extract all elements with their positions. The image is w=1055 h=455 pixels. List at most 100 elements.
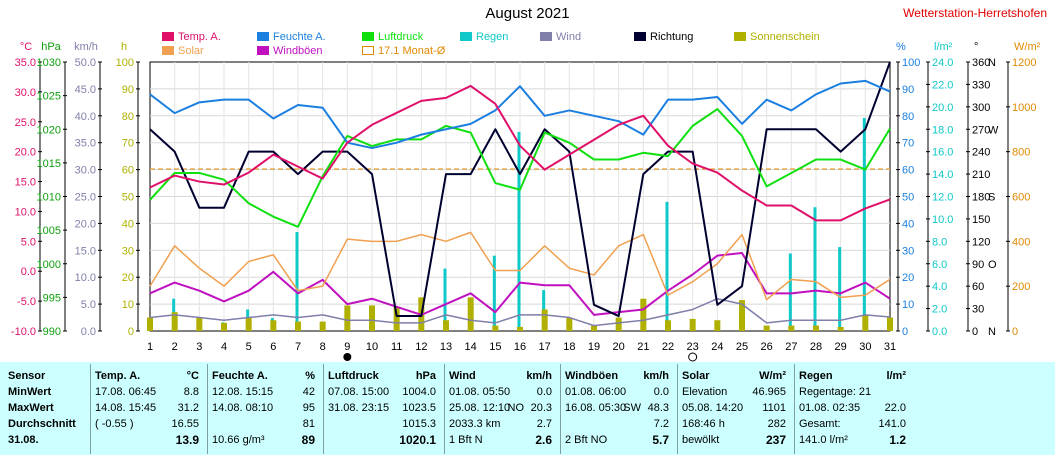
legend-item: Feuchte A. bbox=[257, 31, 326, 44]
y-tick-label-right: 90 bbox=[902, 84, 914, 96]
stats-cell-label: 168:46 h bbox=[682, 418, 725, 430]
stats-cell-value: 1023.5 bbox=[402, 402, 436, 414]
stats-cell-label: 14.08. 08:10 bbox=[212, 402, 274, 414]
legend-item: Luftdruck bbox=[362, 31, 423, 44]
bar-sonnenschein bbox=[344, 305, 351, 331]
legend: Temp. A. Feuchte A. Luftdruck Regen Wind Rich… bbox=[162, 31, 892, 61]
y-tick-label-left: 1010 bbox=[37, 192, 61, 204]
y-tick-label-right: 800 bbox=[1012, 147, 1030, 159]
y-tick-label-left: 20.0 bbox=[15, 147, 36, 159]
y-tick-label-left: 20.0 bbox=[75, 218, 96, 230]
legend-swatch bbox=[162, 46, 174, 55]
y-tick-label-left: 50 bbox=[122, 192, 134, 204]
bar-regen bbox=[295, 232, 299, 331]
x-tick-label: 31 bbox=[884, 341, 896, 353]
stats-avg-label: Durchschnitt bbox=[8, 418, 76, 430]
stats-cell-value: 1101 bbox=[762, 402, 786, 414]
bar-sonnenschein bbox=[788, 325, 795, 331]
x-tick-label: 3 bbox=[196, 341, 202, 353]
bar-sonnenschein bbox=[640, 298, 647, 331]
axis-unit-label: ° bbox=[974, 41, 978, 53]
y-tick-label-left: 25.0 bbox=[15, 117, 36, 129]
y-tick-label-right: 0 bbox=[902, 326, 908, 338]
y-tick-label-right: 18.0 bbox=[932, 124, 953, 136]
bar-regen bbox=[788, 253, 792, 331]
x-tick-label: 23 bbox=[687, 341, 699, 353]
y-tick-label-right: 360 bbox=[972, 57, 990, 69]
y-tick-label-right: 22.0 bbox=[932, 79, 953, 91]
bar-sonnenschein bbox=[443, 320, 449, 331]
stats-panel-title: Luftdruck bbox=[328, 370, 379, 382]
legend-label: Temp. A. bbox=[178, 31, 221, 43]
stats-cell-label: Regentage: 21 bbox=[799, 386, 872, 398]
stats-cell-value: 2.7 bbox=[536, 418, 552, 430]
x-tick-label: 1 bbox=[147, 341, 153, 353]
stats-panel-unit: W/m² bbox=[759, 370, 786, 382]
stats-cell-value: 20.3 bbox=[530, 402, 552, 414]
y-tick-label-left: 995 bbox=[43, 292, 61, 304]
stats-panel-unit: km/h bbox=[526, 370, 552, 382]
y-tick-label-left: 5.0 bbox=[21, 236, 36, 248]
axis-unit-label: °C bbox=[20, 41, 32, 53]
stats-panel: Regen l/m² Regentage: 21 01.08. 02:35 22.0 Ge… bbox=[794, 364, 914, 454]
series-line-luftdruck bbox=[149, 108, 891, 228]
bar-sonnenschein bbox=[837, 326, 844, 331]
y-tick-label-right: 6.0 bbox=[932, 259, 947, 271]
y-tick-label-right: 400 bbox=[1012, 236, 1030, 248]
legend-swatch bbox=[734, 32, 746, 41]
y-tick-label-right: 120 bbox=[972, 236, 990, 248]
y-tick-label-right: 40 bbox=[902, 218, 914, 230]
bar-regen bbox=[813, 207, 817, 331]
stats-cell-value: 0.0 bbox=[536, 386, 552, 398]
stats-cell-value: 1015.3 bbox=[402, 418, 436, 430]
stats-cell-value: 81 bbox=[302, 418, 315, 430]
bar-sonnenschein bbox=[615, 317, 622, 331]
axis-unit-label: W/m² bbox=[1014, 41, 1041, 53]
x-tick-label: 10 bbox=[366, 341, 378, 353]
y-tick-label-right: 0 bbox=[972, 326, 978, 338]
bar-sonnenschein bbox=[270, 320, 277, 331]
y-tick-label-right: 10 bbox=[902, 299, 914, 311]
x-tick-label: 9 bbox=[344, 341, 350, 353]
stats-panel-unit: l/m² bbox=[886, 370, 906, 382]
stats-cell-direction: SW bbox=[623, 402, 641, 414]
y-tick-label-right: 90 bbox=[972, 259, 984, 271]
x-tick-label: 20 bbox=[613, 341, 625, 353]
y-tick-label-right: 270 bbox=[972, 124, 990, 136]
x-tick-label: 15 bbox=[489, 341, 501, 353]
y-tick-label-right: 4.0 bbox=[932, 281, 947, 293]
stats-cell-label: 14.08. 15:45 bbox=[95, 402, 157, 414]
y-tick-label-right: 2.0 bbox=[932, 304, 947, 316]
stats-cell-label: Gesamt: bbox=[799, 418, 841, 430]
stats-cell-label: 2 Bft NO bbox=[565, 434, 608, 446]
stats-cell-label: 12.08. 15:15 bbox=[212, 386, 274, 398]
legend-item: Sonnenschein bbox=[734, 31, 820, 44]
y-tick-label-left: -10.0 bbox=[11, 326, 36, 338]
direction-label: N bbox=[988, 57, 996, 69]
bar-sonnenschein bbox=[541, 309, 548, 331]
y-tick-label-right: 8.0 bbox=[932, 236, 947, 248]
stats-cell-value: 282 bbox=[767, 418, 786, 430]
stats-cell-label: 07.08. 15:00 bbox=[328, 386, 390, 398]
stats-cell-value: 13.9 bbox=[175, 433, 199, 447]
stats-cell-value: 1020.1 bbox=[399, 433, 436, 447]
y-tick-label-left: 30.0 bbox=[75, 165, 96, 177]
x-tick-label: 6 bbox=[270, 341, 276, 353]
y-tick-label-left: 15.0 bbox=[75, 245, 96, 257]
stats-panel-unit: km/h bbox=[643, 370, 669, 382]
stats-cell-label: 01.08. 06:00 bbox=[565, 386, 627, 398]
x-tick-label: 17 bbox=[539, 341, 551, 353]
stats-cell-label: 2033.3 km bbox=[449, 418, 501, 430]
y-tick-label-right: 14.0 bbox=[932, 169, 953, 181]
y-tick-label-left: 10 bbox=[122, 299, 134, 311]
x-tick-label: 27 bbox=[785, 341, 797, 353]
series-line-wind bbox=[149, 297, 891, 327]
y-tick-label-left: 35.0 bbox=[15, 57, 36, 69]
x-tick-label: 5 bbox=[246, 341, 252, 353]
x-tick-label: 12 bbox=[415, 341, 427, 353]
stats-cell-label: 1 Bft N bbox=[449, 434, 483, 446]
bar-sonnenschein bbox=[196, 317, 203, 331]
legend-label: Wind bbox=[556, 31, 582, 43]
stats-cell-label: ( -0.55 ) bbox=[95, 418, 134, 430]
legend-swatch bbox=[257, 32, 269, 41]
